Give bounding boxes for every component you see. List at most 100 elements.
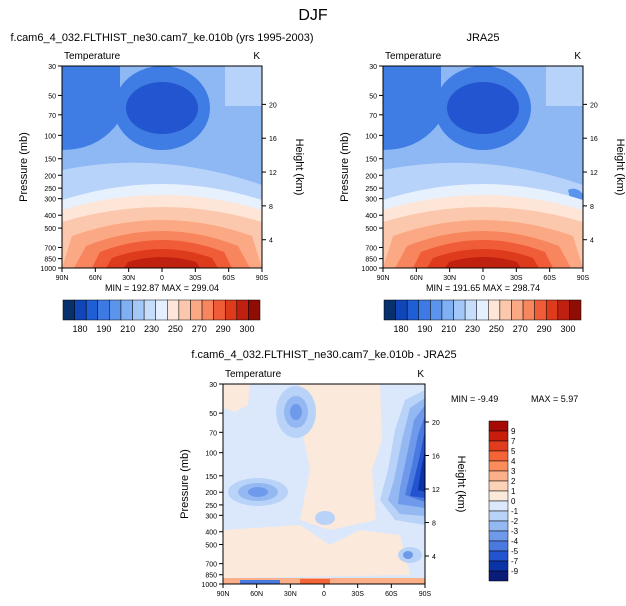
x-tick-label: 90S xyxy=(577,275,590,282)
colorbar-label: 230 xyxy=(465,324,480,334)
y-tick-label: 150 xyxy=(205,474,217,481)
colorbar-label: 0 xyxy=(511,497,516,506)
colorbar-swatch xyxy=(395,299,408,321)
panel-subtitle-right: K xyxy=(417,369,424,380)
colorbar-label: -9 xyxy=(511,567,519,576)
y-tick-label: 700 xyxy=(44,245,56,252)
y-tick-label: 250 xyxy=(44,186,56,193)
stats-max: MAX = 5.97 xyxy=(531,394,578,404)
y-tick-label: 300 xyxy=(44,197,56,204)
y2-tick-label: 8 xyxy=(269,204,273,211)
y-tick-label: 30 xyxy=(48,64,56,71)
colorbar-swatch xyxy=(224,299,238,321)
y-tick-label: 30 xyxy=(369,64,377,71)
y2-tick-label: 12 xyxy=(269,170,277,177)
colorbar-swatch xyxy=(488,460,509,472)
colorbar-label: 1 xyxy=(511,487,516,496)
x-tick-label: 90N xyxy=(377,275,390,282)
colorbar-label: 270 xyxy=(513,324,528,334)
plot-area xyxy=(383,66,583,268)
colorbar-label: 180 xyxy=(72,324,87,334)
panel-subtitle-left: Temperature xyxy=(64,51,121,62)
colorbar-swatch xyxy=(201,299,214,321)
y-tick-label: 150 xyxy=(365,157,377,164)
plot-area xyxy=(62,66,262,268)
y-tick-label: 700 xyxy=(365,245,377,252)
colorbar-label: 250 xyxy=(489,324,504,334)
colorbar-label: -2 xyxy=(511,517,519,526)
x-tick-label: 60S xyxy=(385,591,398,598)
colorbar-swatch xyxy=(488,510,509,522)
y2-axis-label: Height (km) xyxy=(293,139,305,196)
y-tick-label: 500 xyxy=(44,226,56,233)
colorbar-horizontal: 180 190 210 230 250 270 290 300 xyxy=(62,299,261,334)
x-tick-label: 30N xyxy=(443,275,456,282)
panel-subtitle-left: Temperature xyxy=(385,51,442,62)
y2-tick-label: 4 xyxy=(432,554,436,561)
y2-axis-label: Height (km) xyxy=(455,456,467,513)
colorbar-swatch xyxy=(190,299,203,321)
y-tick-label: 50 xyxy=(48,93,56,100)
x-tick-label: 60N xyxy=(410,275,423,282)
colorbar-swatch xyxy=(74,299,87,321)
panel-title: f.cam6_4_032.FLTHIST_ne30.cam7_ke.010b (… xyxy=(10,32,313,44)
colorbar-swatch xyxy=(132,299,145,321)
colorbar-swatch xyxy=(511,299,524,321)
y-axis-label: Pressure (mb) xyxy=(339,132,351,202)
colorbar-swatch xyxy=(488,490,509,502)
colorbar-label: 250 xyxy=(168,324,183,334)
y-tick-label: 200 xyxy=(365,173,377,180)
panel-subtitle-left: Temperature xyxy=(225,369,282,380)
x-tick-label: 90N xyxy=(217,591,230,598)
colorbar-label: 230 xyxy=(144,324,159,334)
y-tick-label: 100 xyxy=(44,133,56,140)
y-tick-label: 70 xyxy=(209,430,217,437)
colorbar-swatch xyxy=(488,440,509,452)
y-tick-label: 30 xyxy=(209,382,217,389)
y-tick-label: 500 xyxy=(365,226,377,233)
colorbar-label: 180 xyxy=(393,324,408,334)
panel-title: JRA25 xyxy=(466,32,499,44)
colorbar-swatch xyxy=(476,299,489,321)
y-tick-label: 700 xyxy=(205,562,217,569)
y-tick-label: 300 xyxy=(365,197,377,204)
colorbar-label: -5 xyxy=(511,547,519,556)
y-tick-label: 70 xyxy=(369,113,377,120)
y2-axis-label: Height (km) xyxy=(614,139,626,196)
x-tick-label: 30N xyxy=(284,591,297,598)
x-tick-label: 60S xyxy=(222,275,235,282)
y-tick-label: 150 xyxy=(44,157,56,164)
y2-tick-label: 4 xyxy=(269,238,273,245)
colorbar-label: 190 xyxy=(96,324,111,334)
colorbar-swatch xyxy=(545,299,559,321)
y2-tick-label: 16 xyxy=(590,136,598,143)
colorbar-swatch xyxy=(488,500,509,512)
panel-difference: f.cam6_4_032.FLTHIST_ne30.cam7_ke.010b -… xyxy=(179,349,578,598)
colorbar-swatch xyxy=(120,299,133,321)
colorbar-label: 4 xyxy=(511,457,516,466)
colorbar-label: 210 xyxy=(441,324,456,334)
colorbar-swatch xyxy=(441,299,454,321)
y-tick-label: 50 xyxy=(209,411,217,418)
colorbar-swatch xyxy=(453,299,466,321)
colorbar-swatch xyxy=(167,299,180,321)
y-axis-label: Pressure (mb) xyxy=(18,132,30,202)
colorbar-label: -4 xyxy=(511,537,519,546)
colorbar-swatch xyxy=(248,299,261,321)
colorbar-swatch xyxy=(109,299,122,321)
y-tick-label: 850 xyxy=(44,257,56,264)
y2-tick-label: 8 xyxy=(432,521,436,528)
colorbar-label: 7 xyxy=(511,437,516,446)
y2-tick-label: 20 xyxy=(590,102,598,109)
x-tick-label: 60N xyxy=(89,275,102,282)
x-tick-label: 0 xyxy=(481,275,485,282)
colorbar-swatch xyxy=(464,299,477,321)
colorbar-label: 190 xyxy=(417,324,432,334)
colorbar-label: -7 xyxy=(511,557,519,566)
colorbar-label: 2 xyxy=(511,477,516,486)
colorbar-label: 5 xyxy=(511,447,516,456)
colorbar-swatch xyxy=(488,570,509,582)
colorbar-swatch xyxy=(488,299,501,321)
